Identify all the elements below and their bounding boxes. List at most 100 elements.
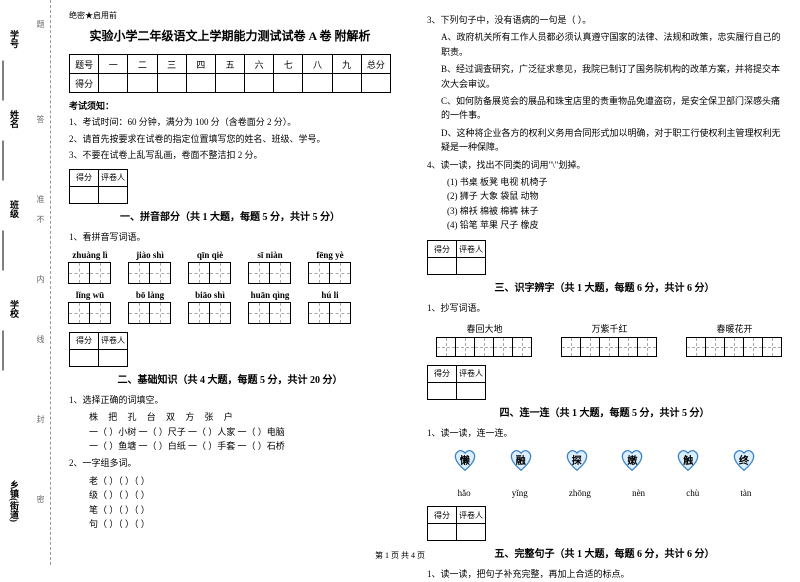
secret-label: 绝密★启用前 [69, 10, 391, 21]
sec1-q: 1、看拼音写词语。 [69, 230, 391, 244]
heart-item: 终 [730, 448, 758, 472]
sec2-q1: 1、选择正确的词填空。 [69, 393, 391, 407]
q3-d: D、这种将企业各方的权利义务用合同形式加以明确，对于职工行使权利主管理权利无疑是… [427, 126, 782, 155]
tianzi-grid [249, 302, 291, 324]
marker-table: 得分评卷人 [69, 332, 128, 367]
section-1-title: 一、拼音部分（共 1 大题，每题 5 分，共计 5 分） [120, 208, 340, 223]
pinyin-item: qīn qiè [189, 250, 231, 284]
pinyin-label: jiào shì [136, 250, 164, 260]
copy-word-label: 春回大地 [466, 322, 502, 335]
pinyin-item: fēng yè [309, 250, 351, 284]
notice-1: 1、考试时间：60 分钟，满分为 100 分（含卷面分 2 分）。 [69, 116, 391, 130]
q3-b: B、经过调查研究，广泛征求意见，我院已制订了国务院机构的改革方案，并将提交本次大… [427, 62, 782, 91]
heart-char: 懒 [460, 452, 470, 467]
section-3-title: 三、识字辨字（共 1 大题，每题 6 分，共计 6 分） [495, 279, 715, 294]
binding-label: 乡镇(街道) [8, 480, 21, 522]
tianzi-grid [129, 262, 171, 284]
marker-table: 得分评卷人 [69, 169, 128, 204]
sec2-q2: 2、一字组多词。 [69, 456, 391, 470]
tianzi-grid [69, 302, 111, 324]
pinyin-row-2: lǐng wū bō làng biāo shì huān qìng hú li [69, 290, 391, 324]
pinyin-label: biāo shì [195, 290, 225, 300]
page-footer: 第 1 页 共 4 页 [0, 550, 800, 561]
heart-char: 融 [516, 452, 526, 467]
tianzi-grid [309, 262, 351, 284]
pinyin-item: jiào shì [129, 250, 171, 284]
left-column: 绝密★启用前 实验小学二年级语文上学期能力测试试卷 A 卷 附解析 题号 一 二… [51, 0, 409, 565]
heart-icon: 终 [730, 448, 758, 472]
sec3-q: 1、抄写词语。 [427, 301, 782, 315]
tianzi-grid [129, 302, 171, 324]
tianzi-grid [189, 262, 231, 284]
tianzi-grid [249, 262, 291, 284]
heart-char: 嫩 [627, 452, 637, 467]
section-4-title: 四、连一连（共 1 大题，每题 5 分，共计 5 分） [500, 404, 710, 419]
connect-pinyin-label: hǎo [458, 488, 471, 498]
notice-title: 考试须知： [69, 99, 391, 112]
heart-icon: 融 [507, 448, 535, 472]
pinyin-item: bō làng [129, 290, 171, 324]
marker-table: 得分评卷人 [427, 365, 486, 400]
copy-word-box: 万紫千红 [562, 322, 657, 357]
exam-title: 实验小学二年级语文上学期能力测试试卷 A 卷 附解析 [69, 27, 391, 44]
binding-label: 学号 [8, 30, 21, 48]
pinyin-label: lǐng wū [76, 290, 104, 300]
tianzi-grid [687, 337, 782, 357]
connect-pinyin-label: yǐng [512, 488, 528, 498]
pinyin-label: qīn qiè [197, 250, 223, 260]
heart-char: 终 [739, 452, 749, 467]
marker-table: 得分评卷人 [427, 240, 486, 275]
pinyin-label: zhuàng lì [72, 250, 107, 260]
tianzi-grid [437, 337, 532, 357]
pinyin-label: bō làng [136, 290, 164, 300]
connect-pinyin-label: chù [686, 488, 699, 498]
sec4-q: 1、读一读，连一连。 [427, 426, 782, 440]
copy-word-label: 万紫千红 [591, 322, 627, 335]
pinyin-item: zhuàng lì [69, 250, 111, 284]
copy-word-box: 春暖花开 [687, 322, 782, 357]
heart-char: 触 [683, 452, 693, 467]
connect-pinyin: hǎo yǐng zhōng nèn chù tàn [427, 480, 782, 498]
binding-label: 班级 [8, 200, 21, 218]
connect-pinyin-label: zhōng [569, 488, 591, 498]
pinyin-label: sī niàn [257, 250, 282, 260]
pinyin-label: fēng yè [316, 250, 343, 260]
q4: 4、读一读，找出不同类的词用"\"划掉。 [427, 158, 782, 172]
heart-item: 融 [507, 448, 535, 472]
copy-word-label: 春暖花开 [716, 322, 752, 335]
tianzi-grid [562, 337, 657, 357]
pinyin-item: biāo shì [189, 290, 231, 324]
heart-icon: 懒 [451, 448, 479, 472]
sec2-word-bank: 株 把 孔 台 双 方 张 户 [69, 410, 391, 424]
pinyin-item: hú li [309, 290, 351, 324]
notice-2: 2、请首先按要求在试卷的指定位置填写您的姓名、班级、学号。 [69, 133, 391, 147]
copy-word-box: 春回大地 [437, 322, 532, 357]
connect-hearts: 懒融探嫩触终 [427, 448, 782, 472]
pinyin-label: huān qìng [251, 290, 290, 300]
heart-item: 懒 [451, 448, 479, 472]
sec5-q: 1、读一读，把句子补充完整，再加上合适的标点。 [427, 567, 782, 581]
tianzi-grid [69, 262, 111, 284]
heart-icon: 触 [674, 448, 702, 472]
heart-item: 触 [674, 448, 702, 472]
heart-icon: 探 [563, 448, 591, 472]
right-column: 3、下列句子中，没有语病的一句是（ ）。 A、政府机关所有工作人员都必须认真遵守… [409, 0, 800, 565]
connect-pinyin-label: tàn [740, 488, 751, 498]
connect-pinyin-label: nèn [632, 488, 645, 498]
pinyin-item: sī niàn [249, 250, 291, 284]
binding-label: 学校 [8, 300, 21, 318]
heart-icon: 嫩 [618, 448, 646, 472]
heart-item: 嫩 [618, 448, 646, 472]
q3: 3、下列句子中，没有语病的一句是（ ）。 [427, 13, 782, 27]
tianzi-grid [189, 302, 231, 324]
pinyin-item: huān qìng [249, 290, 291, 324]
heart-item: 探 [563, 448, 591, 472]
binding-label: 姓名 [8, 110, 21, 128]
pinyin-row-1: zhuàng lì jiào shì qīn qiè sī niàn fēng yè [69, 250, 391, 284]
binding-margin: 学号 姓名 班级 学校 乡镇(街道) 题 答 准 不 内 线 封 密 [0, 0, 51, 565]
score-table: 题号 一 二 三 四 五 六 七 八 九 总分 得分 [69, 54, 391, 93]
pinyin-label: hú li [321, 290, 338, 300]
pinyin-item: lǐng wū [69, 290, 111, 324]
tianzi-grid [309, 302, 351, 324]
notice-3: 3、不要在试卷上乱写乱画，卷面不整洁扣 2 分。 [69, 149, 391, 163]
